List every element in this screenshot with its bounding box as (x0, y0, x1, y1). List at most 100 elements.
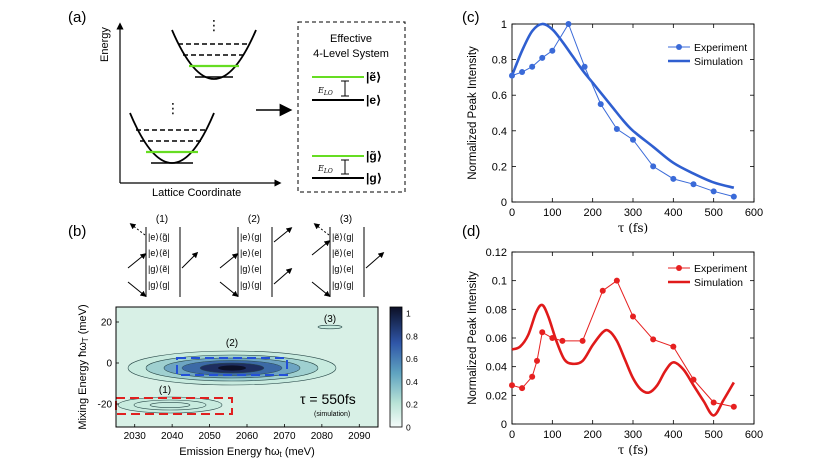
label-e: |e⟩ (366, 93, 382, 107)
legend-simulation-label: Simulation (694, 56, 743, 68)
experiment-point (549, 335, 556, 341)
experiment-point (539, 329, 546, 336)
pathway-2-row-2: |e⟩⟨e| (240, 248, 262, 258)
y-tick-label: 0.2 (492, 161, 507, 173)
pathway-3: (3) |ẽ⟩⟨g| |ẽ⟩⟨e| |g⟩⟨e| |g⟩⟨g| (311, 214, 385, 297)
experiment-point (534, 357, 541, 364)
lattice-axis-label: Lattice Coordinate (152, 187, 241, 199)
map-x-label: Emission Energy ħωt (meV) (179, 446, 315, 459)
y-tick-label: 0.1 (492, 276, 507, 288)
main-peak-core (218, 365, 246, 371)
map-x-tick-label: 2030 (124, 431, 147, 442)
peak-2-label: (2) (226, 338, 238, 349)
label-g-tilde: |g̃⟩ (366, 149, 382, 163)
colorbar-tick-label: 0.8 (406, 331, 418, 341)
pathway-1-row-3: |g⟩⟨ẽ| (148, 264, 170, 274)
y-tick-label: 0.04 (486, 362, 507, 374)
experiment-point (730, 403, 737, 410)
experiment-point (559, 337, 566, 344)
peak-1 (117, 396, 223, 414)
experiment-point (650, 163, 657, 170)
experiment-point (581, 63, 588, 70)
panel-c-label: (c) (462, 9, 480, 26)
experiment-point (730, 193, 737, 200)
colorbar-tick-label: 0.4 (406, 377, 418, 387)
colorbar-ticks: 1 0.8 0.6 0.4 0.2 0 (406, 309, 418, 433)
x-tick-label: 200 (583, 207, 601, 219)
experiment-line (511, 279, 734, 408)
panel-c: (c) 0 100 200 300 400 500 600 0 0.2 0.4 0.6 0.8 1 τ (… (462, 9, 763, 235)
legend-experiment-label: Experiment (694, 42, 747, 54)
colorbar-tick-label: 0.2 (406, 400, 418, 410)
experiment-point (509, 382, 515, 389)
map-x-tick-label: 2060 (236, 431, 259, 442)
pathway-1-row-2: |e⟩⟨ẽ| (148, 248, 170, 258)
panel-d-label: (d) (462, 223, 480, 240)
map-y-label: Mixing Energy ħωT (meV) (77, 304, 90, 429)
x-tick-label: 0 (509, 207, 515, 219)
experiment-point (613, 126, 620, 133)
vdots-upper: ⋮ (207, 17, 221, 33)
2d-spectrum-map: (2) (1) (3) τ = 550fs (simulation) (115, 306, 379, 428)
pathway-2: (2) |e⟩⟨g| |e⟩⟨e| |g⟩⟨e| |g⟩⟨g| (219, 214, 293, 297)
y-tick-label: 0.08 (486, 304, 507, 316)
x-tick-label: 300 (624, 207, 642, 219)
pathway-1-row-1: |e⟩⟨g̃| (148, 232, 170, 242)
colorbar-tick-label: 1 (406, 309, 411, 319)
map-x-tick-label: 2040 (161, 431, 184, 442)
map-x-tick-label: 2080 (311, 431, 334, 442)
experiment-point (710, 188, 717, 195)
y-tick-label: 1 (501, 19, 507, 31)
legend-experiment-marker (676, 265, 682, 271)
experiment-point (670, 343, 677, 350)
peak-3-label: (3) (324, 314, 336, 325)
experiment-point (630, 313, 636, 320)
colorbar-tick-label: 0 (406, 423, 411, 433)
experiment-point (710, 399, 717, 406)
x-tick-label: 600 (745, 207, 763, 219)
experiment-point (690, 376, 697, 383)
map-y-ticks: 20 0 -20 (98, 318, 119, 411)
experiment-point (509, 72, 515, 79)
experiment-point (690, 181, 697, 188)
x-tick-label: 200 (583, 429, 601, 441)
x-tick-label: 0 (509, 429, 515, 441)
legend-experiment-label: Experiment (694, 263, 747, 275)
y-tick-label: 0.4 (492, 126, 507, 138)
pathway-3-row-2: |ẽ⟩⟨e| (332, 248, 354, 258)
pathway-2-row-3: |g⟩⟨e| (240, 264, 262, 274)
simulation-line (510, 22, 735, 190)
experiment-point (597, 101, 604, 108)
experiment-point (529, 373, 536, 380)
panel-b: (b) (1) |e⟩⟨g̃| |e⟩⟨ẽ| |g⟩⟨ẽ| |g⟩⟨g| (2)… (68, 214, 418, 459)
x-tick-label: 100 (543, 429, 561, 441)
label-e-tilde: |ẽ⟩ (366, 70, 382, 84)
x-tick-label: 500 (704, 429, 722, 441)
y-axis-label: Normalized Peak Intensity (467, 271, 479, 405)
experiment-point (630, 136, 636, 143)
experiment-point (549, 47, 556, 54)
experiment-point (613, 277, 620, 284)
tau-note: (simulation) (314, 411, 350, 418)
energy-axis-label: Energy (99, 27, 111, 62)
pathway-3-row-4: |g⟩⟨g| (332, 280, 354, 290)
y-tick-label: 0.6 (492, 90, 507, 102)
experiment-point (539, 54, 546, 61)
map-x-tick-label: 2070 (273, 431, 296, 442)
colorbar (389, 306, 403, 428)
experiment-point (519, 69, 526, 76)
x-axis-label: τ (fs) (618, 221, 648, 235)
pathway-3-row-1: |ẽ⟩⟨g| (332, 232, 354, 242)
colorbar-tick-label: 0.6 (406, 354, 418, 364)
map-x-ticks: 2030 2040 2050 2060 2070 2080 2090 (124, 424, 371, 442)
x-tick-label: 500 (704, 207, 722, 219)
x-tick-label: 400 (664, 207, 682, 219)
pathway-2-row-4: |g⟩⟨g| (240, 280, 262, 290)
x-tick-label: 400 (664, 429, 682, 441)
peak-1-label: (1) (159, 385, 171, 396)
elo-upper: ELO (317, 86, 333, 97)
x-tick-label: 600 (745, 429, 763, 441)
simulation-line (511, 303, 735, 417)
pathway-2-label: (2) (248, 214, 260, 225)
